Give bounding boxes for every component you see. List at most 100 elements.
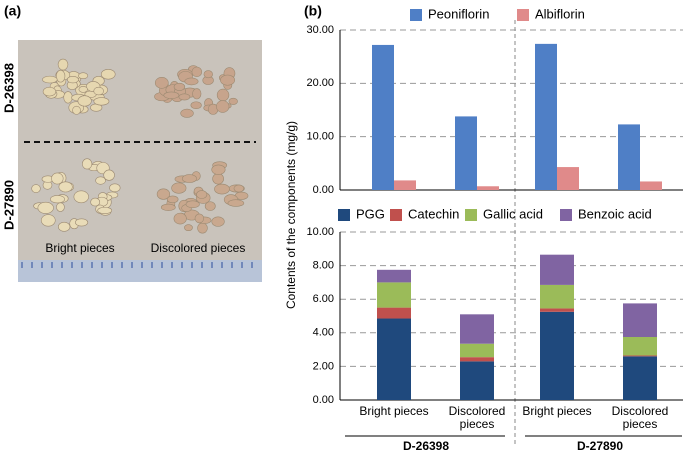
legend-label: Benzoic acid (578, 206, 652, 221)
photo-piece (90, 197, 101, 207)
photo-piece (160, 203, 176, 211)
photo-piece (173, 212, 187, 225)
column-label: Bright pieces (45, 241, 114, 255)
bar (477, 186, 499, 190)
bar-segment (377, 269, 411, 283)
legend-label: PGG (356, 206, 385, 221)
legend-swatch (338, 209, 350, 221)
legend-swatch (517, 9, 529, 21)
legend-label: Catechin (408, 206, 459, 221)
photo-piece (191, 66, 203, 78)
group-label: D-27890 (577, 439, 623, 453)
photo-piece (56, 202, 65, 212)
photo-piece (51, 172, 64, 185)
photo-piece (216, 88, 230, 102)
bar-segment (377, 318, 411, 400)
photo-piece (211, 216, 225, 227)
bar-segment (377, 307, 411, 319)
x-tick-label: Bright pieces (522, 404, 592, 418)
photo-piece (220, 74, 236, 86)
y-tick-label: 2.00 (313, 360, 334, 372)
photo-piece (42, 86, 57, 97)
photo-piece (166, 195, 179, 204)
photo-piece (173, 82, 186, 91)
legend-swatch (560, 209, 572, 221)
photo-piece (72, 105, 81, 115)
photo-piece (78, 72, 89, 79)
photo-piece (185, 200, 200, 209)
photo-piece (97, 206, 113, 214)
photo-piece (212, 173, 224, 185)
photo-piece (184, 224, 193, 232)
photo-piece (180, 108, 194, 118)
y-tick-label: 10.00 (306, 226, 334, 238)
bar-segment (540, 254, 574, 285)
panel-label: (b) (304, 3, 322, 19)
photo-piece (37, 201, 54, 214)
photo-piece (184, 77, 199, 86)
photo-pieces (21, 58, 253, 268)
photo-piece (203, 70, 213, 79)
bar-segment (623, 355, 657, 357)
y-tick-label: 6.00 (313, 293, 334, 305)
panel-label: (a) (4, 3, 21, 19)
y-tick-label: 20.00 (306, 77, 334, 89)
bar-segment (460, 314, 494, 344)
y-tick-label: 0.00 (313, 184, 334, 196)
bar-segment (540, 311, 574, 400)
photo-piece (192, 88, 202, 100)
bar (535, 43, 557, 190)
x-tick-label: Bright pieces (359, 404, 429, 418)
bar-segment (540, 284, 574, 309)
photo-piece (233, 184, 245, 193)
photo-piece (81, 158, 93, 170)
y-tick-label: 0.00 (313, 394, 334, 406)
bar-segment (460, 357, 494, 362)
photo-piece (154, 77, 169, 89)
bar-segment (540, 308, 574, 312)
bar (640, 181, 662, 190)
photo-piece (73, 190, 89, 204)
column-label: Discolored pieces (151, 241, 246, 255)
photo-piece (55, 69, 66, 83)
photo-piece (216, 100, 230, 113)
legend-swatch (410, 9, 422, 21)
bar-segment (377, 282, 411, 308)
photo-piece (156, 188, 171, 200)
legend-swatch (390, 209, 402, 221)
photo-piece (58, 221, 71, 232)
photo-piece (181, 174, 197, 183)
x-tick-label: Discolored pieces (448, 404, 506, 431)
row-label: D-26398 (1, 63, 16, 113)
photo-piece (194, 213, 205, 224)
bar-segment (623, 337, 657, 356)
bar (372, 44, 394, 190)
bar-segment (623, 303, 657, 337)
photo-piece (109, 183, 121, 193)
photo-piece (178, 93, 191, 101)
photo-piece (93, 97, 110, 106)
photo-piece (93, 86, 104, 96)
photo-piece (227, 199, 245, 207)
photo-piece (228, 97, 238, 105)
bar (455, 116, 477, 190)
photo-piece (57, 58, 69, 71)
photo-piece (100, 69, 116, 80)
x-tick-label: Discolored pieces (611, 404, 669, 431)
bar (618, 124, 640, 190)
photo-piece (77, 95, 92, 107)
photo-piece (31, 184, 41, 193)
y-tick-label: 8.00 (313, 260, 334, 272)
photo-piece (58, 181, 73, 193)
bar (557, 167, 579, 190)
bar-segment (623, 356, 657, 400)
photo-piece (204, 201, 216, 211)
photo-piece (196, 190, 208, 199)
photo-piece (40, 214, 56, 227)
photo-piece (103, 169, 115, 181)
photo-piece (50, 195, 65, 204)
legend-label: Gallic acid (483, 206, 543, 221)
row-label: D-27890 (1, 180, 16, 230)
